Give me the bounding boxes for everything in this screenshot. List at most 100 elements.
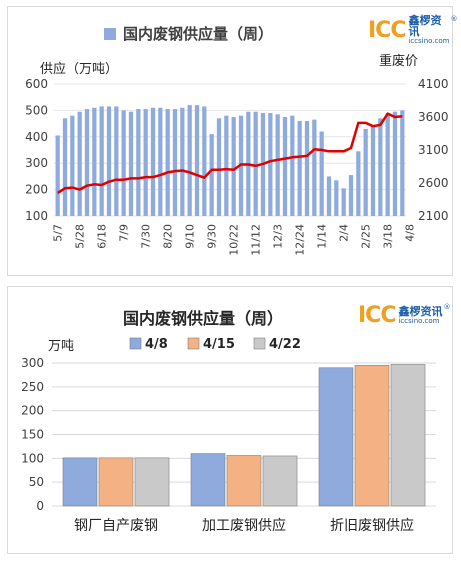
bar [62,457,98,507]
bar [128,111,134,216]
y-tick-label: 150 [21,428,44,442]
bar [392,111,398,216]
y-tick-label: 100 [21,451,44,465]
bar [363,128,368,216]
right-tick-label: 2600 [418,176,449,190]
x-tick-label: 11/12 [250,224,263,256]
logo-cn: 鑫椤资讯 [408,14,442,38]
bar [158,107,163,216]
right-tick-label: 2100 [418,209,449,223]
left-tick-label: 300 [25,156,48,170]
x-tick-label: 2/25 [360,224,373,249]
bar [282,117,288,216]
category-label: 钢厂自产废钢 [74,518,158,534]
bar [202,106,207,216]
bar [275,114,280,216]
x-tick-label: 12/3 [272,224,285,249]
bar [134,457,170,507]
right-tick-label: 3100 [418,143,449,157]
bar [231,117,236,216]
bar [150,107,156,216]
bar [62,118,68,216]
legend-label: 4/22 [269,337,301,352]
bar [297,120,302,216]
bar [209,134,214,216]
legend-swatch [187,337,200,350]
bar [84,109,90,216]
y-tick-label: 50 [29,475,44,489]
chart-title: 国内废钢供应量（周） [123,25,273,43]
right-tick-label: 4100 [418,77,449,91]
x-tick-label: 1/14 [316,224,329,249]
legend-label: 4/8 [145,337,168,352]
left-tick-label: 600 [25,77,48,91]
bar [172,109,178,216]
bar [77,111,82,216]
logo-en: iccsino.com [408,37,450,45]
logo-mark-bottom: ICC [358,303,396,328]
bar [98,457,134,507]
category-label: 加工废钢供应 [202,517,286,534]
bar [114,106,119,216]
bar [106,106,112,216]
bar [190,453,226,507]
bar [334,180,339,216]
bar [224,115,229,216]
x-tick-label: 7/30 [140,224,153,249]
bar [92,107,97,216]
bar [378,118,383,216]
bar [226,455,262,507]
bar [318,367,354,507]
y-tick-label: 250 [21,380,44,394]
bar [99,106,104,216]
icc-logo-bottom: ICC 鑫椤资讯 iccsino.com ® [358,303,450,328]
logo-reg: ® [450,15,458,23]
bar [354,365,390,507]
x-tick-label: 5/28 [74,224,87,249]
x-tick-label: 6/18 [96,224,109,249]
x-tick-label: 5/7 [52,224,65,242]
bar [180,107,185,216]
bar [304,120,310,216]
bar [216,118,222,216]
right-axis-label: 重废价 [379,53,418,69]
price-line [57,112,403,194]
bottom-chart-svg: 0 50 100 150 200 250 300 钢厂自产废钢 加工废钢供应 折旧废钢供应 国内废钢… [21,309,436,534]
bar [55,135,60,216]
x-tick-label: 8/20 [162,224,175,249]
chart-title: 国内废钢供应量（周） [123,309,283,328]
logo-mark: ICC [368,17,406,43]
logo-en-bottom: iccsino.com [398,317,440,325]
top-chart-svg: 100 200 300 400 500 600 2100 2600 3100 3600 4100 5/… [25,25,449,256]
bar [290,115,295,216]
bar [326,176,332,216]
x-tick-label: 3/18 [382,224,395,249]
x-tick-label: 9/30 [206,224,219,249]
right-tick-label: 3600 [418,110,449,124]
bar [187,105,192,216]
x-tick-label: 7/9 [118,224,131,242]
bottom-chart-panel: ICC 鑫椤资讯 iccsino.com ® 0 50 100 150 200 250 30… [7,286,453,554]
left-tick-label: 100 [25,209,48,223]
x-tick-label: 4/8 [404,224,417,242]
bar [370,126,376,216]
icc-logo: ICC 鑫椤资讯 iccsino.com ® [368,15,458,45]
left-axis-label: 供应（万吨） [40,61,118,77]
y-tick-label: 300 [21,356,44,370]
x-tick-label: 9/10 [184,224,197,249]
legend-swatch [104,28,116,40]
bar [136,109,141,216]
logo-reg-bottom: ® [443,303,451,311]
left-tick-label: 400 [25,130,48,144]
category-label: 折旧废钢供应 [330,517,414,534]
legend-label: 4/15 [203,337,235,352]
top-chart-panel: ICC 鑫椤资讯 iccsino.com ® 100 200 300 400 500 60… [7,6,458,276]
bar [143,109,148,216]
bar [70,115,75,216]
bar [385,113,390,216]
y-axis-label: 万吨 [48,339,74,354]
logo-cn-bottom: 鑫椤资讯 [398,305,443,318]
bar [348,175,354,216]
y-tick-label: 200 [21,404,44,418]
x-tick-label: 12/24 [294,224,307,256]
